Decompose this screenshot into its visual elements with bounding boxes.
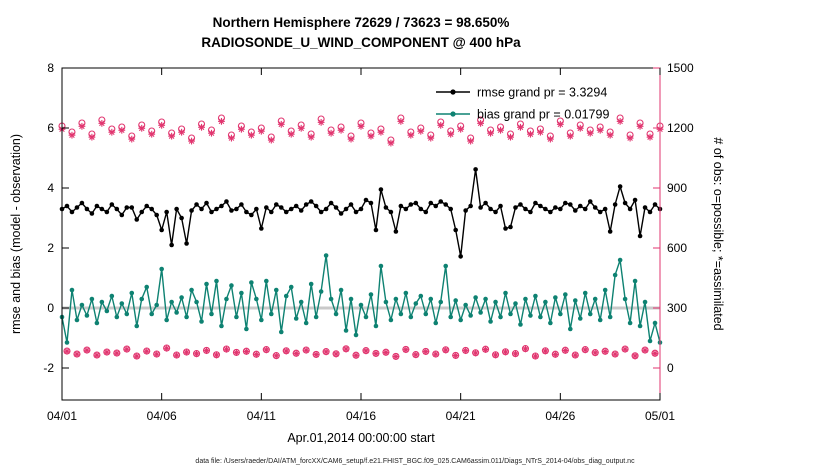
svg-text:2: 2 [47, 241, 54, 255]
svg-text:04/26: 04/26 [545, 409, 575, 423]
svg-text:8: 8 [47, 61, 54, 75]
svg-text:900: 900 [667, 181, 687, 195]
svg-text:0: 0 [667, 361, 674, 375]
left-axis-label: rmse and bias (model - observation) [9, 134, 23, 334]
rmse-series [59, 167, 663, 259]
svg-text:1500: 1500 [667, 61, 694, 75]
svg-text:05/01: 05/01 [645, 409, 675, 423]
x-axis-ticks: 04/01 04/06 04/11 04/16 04/21 04/26 05/01 [47, 68, 675, 423]
svg-text:-2: -2 [43, 361, 54, 375]
svg-text:04/21: 04/21 [446, 409, 476, 423]
legend: rmse grand pr = 3.3294 bias grand pr = 0.… [436, 86, 609, 122]
svg-text:04/06: 04/06 [147, 409, 177, 423]
svg-text:0: 0 [47, 301, 54, 315]
svg-text:300: 300 [667, 301, 687, 315]
svg-text:04/16: 04/16 [346, 409, 376, 423]
svg-text:1200: 1200 [667, 121, 694, 135]
svg-text:04/11: 04/11 [247, 409, 276, 423]
chart-title-line1: Northern Hemisphere 72629 / 73623 = 98.6… [213, 15, 510, 30]
obs-count-markers [58, 114, 664, 360]
bias-series [59, 253, 663, 345]
data-file-caption: data file: /Users/raeder/DAI/ATM_forcXX/… [195, 458, 635, 465]
svg-text:4: 4 [47, 181, 54, 195]
svg-text:600: 600 [667, 241, 687, 255]
svg-text:6: 6 [47, 121, 54, 135]
chart-title-line2: RADIOSONDE_U_WIND_COMPONENT @ 400 hPa [201, 35, 521, 50]
x-axis-label: Apr.01,2014 00:00:00 start [287, 431, 435, 445]
left-axis-ticks: -2 0 2 4 6 8 [43, 61, 69, 375]
right-axis-label: # of obs: o=possible; *=assimilated [711, 137, 725, 330]
svg-text:rmse grand pr = 3.3294: rmse grand pr = 3.3294 [477, 86, 607, 100]
svg-text:04/01: 04/01 [47, 409, 77, 423]
plot-content: -2 0 2 4 6 8 0 300 600 900 1200 1500 04/01 04/06 04/11… [43, 61, 694, 423]
svg-text:bias grand pr = 0.01799: bias grand pr = 0.01799 [477, 108, 609, 122]
right-axis-ticks: 0 300 600 900 1200 1500 [653, 61, 694, 375]
